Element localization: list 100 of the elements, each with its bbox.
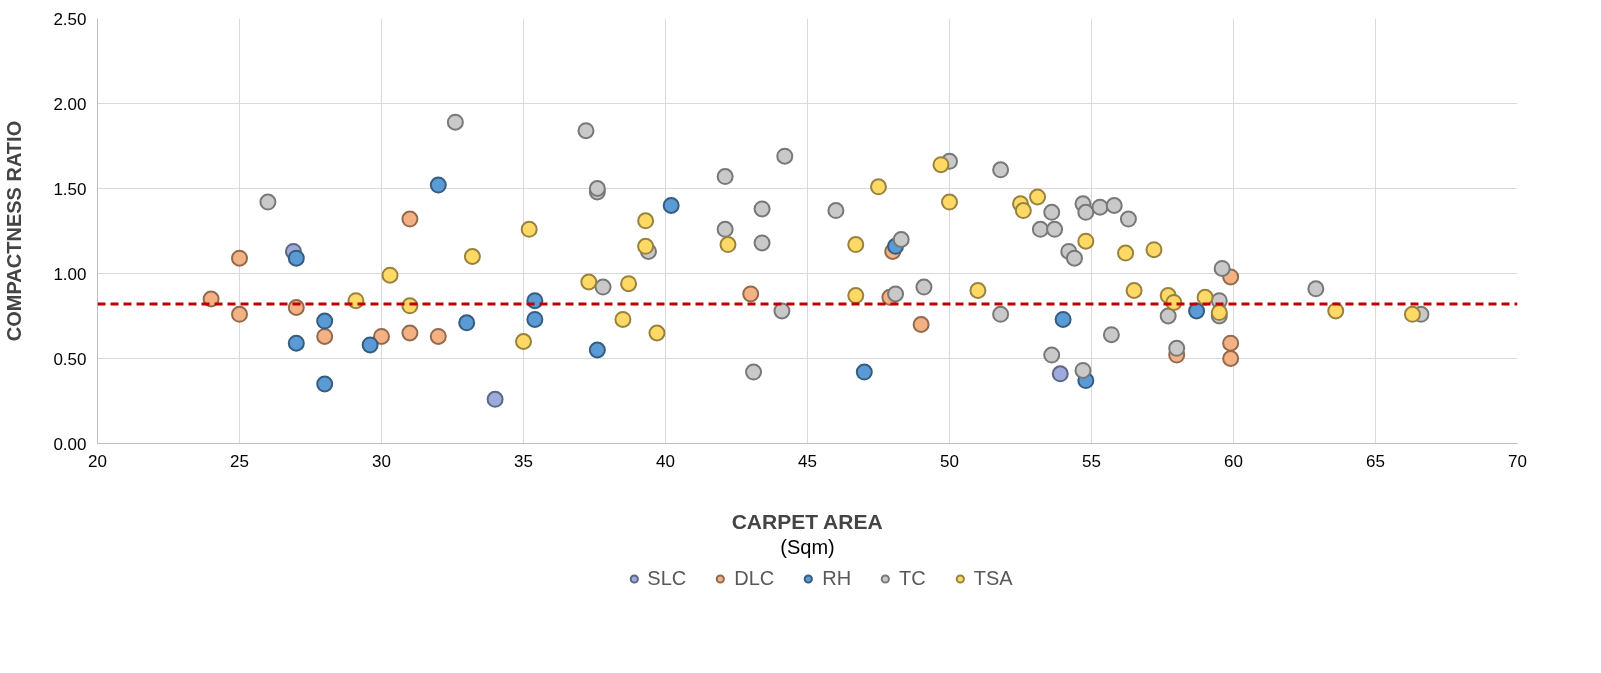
point [1403, 305, 1421, 323]
point [1105, 197, 1123, 214]
point [745, 363, 763, 381]
point [486, 390, 504, 408]
point [577, 122, 595, 140]
point [373, 327, 390, 345]
point [1065, 249, 1083, 267]
point [515, 333, 532, 350]
point [912, 316, 930, 333]
point [1222, 350, 1240, 367]
point [847, 236, 865, 254]
point [892, 231, 910, 248]
point [620, 275, 638, 293]
point [287, 334, 305, 352]
point [1188, 302, 1206, 320]
x-tick-label: 20 [88, 451, 107, 471]
y-tick-label: 1.00 [53, 264, 87, 284]
point [1029, 188, 1047, 206]
point [716, 168, 734, 186]
point [401, 210, 419, 228]
point [231, 305, 248, 323]
x-tick-label: 40 [656, 451, 675, 471]
point [520, 220, 538, 238]
point [316, 327, 334, 345]
point [1125, 282, 1143, 299]
point [932, 156, 950, 174]
point [648, 324, 666, 342]
point [1145, 241, 1163, 259]
point [1168, 339, 1186, 357]
point [1014, 202, 1032, 220]
point [753, 200, 771, 218]
x-tick-label: 70 [1508, 451, 1527, 471]
point [1074, 361, 1092, 379]
point [742, 285, 760, 303]
point [1307, 280, 1325, 298]
point [1046, 220, 1064, 238]
legend-label: RH [822, 566, 852, 590]
point [855, 363, 873, 381]
point [827, 202, 845, 220]
legend-label: TC [899, 566, 926, 590]
point [463, 248, 481, 265]
point [1031, 220, 1049, 238]
x-tick-label: 35 [514, 451, 533, 471]
point [401, 324, 419, 342]
point [1077, 203, 1095, 221]
point [887, 285, 905, 303]
point [316, 312, 334, 330]
x-tick-label: 55 [1082, 451, 1101, 471]
point [1077, 232, 1095, 250]
point [1213, 259, 1231, 277]
point [231, 249, 248, 267]
x-tick-label: 50 [940, 451, 959, 471]
point [1043, 346, 1061, 364]
point [446, 113, 464, 131]
y-tick-label: 0.00 [53, 434, 87, 454]
point [941, 193, 958, 211]
point [458, 314, 476, 332]
y-axis-title: COMPACTNESS RATIO [3, 120, 26, 342]
x-tick-label: 30 [372, 451, 391, 471]
point [915, 278, 933, 296]
point [526, 310, 544, 328]
point [1091, 198, 1109, 216]
point [381, 266, 399, 284]
x-tick-label: 65 [1366, 451, 1385, 471]
point [361, 336, 379, 354]
x-tick-label: 60 [1224, 451, 1243, 471]
point [1043, 203, 1061, 221]
point [1196, 288, 1214, 306]
point [716, 220, 734, 238]
point [614, 310, 632, 328]
y-tick-label: 2.50 [53, 9, 87, 29]
point [259, 193, 277, 211]
point [588, 180, 606, 197]
point [992, 161, 1010, 179]
legend-label: DLC [734, 566, 775, 590]
point [1119, 210, 1137, 228]
point [776, 147, 794, 165]
point [637, 212, 655, 230]
point [588, 341, 606, 359]
point [594, 278, 612, 296]
point [1222, 334, 1240, 352]
point [1051, 365, 1069, 383]
x-axis-title: CARPET AREA (Sqm) [731, 509, 883, 558]
x-tick-label: 45 [798, 451, 817, 471]
legend-label: TSA [973, 566, 1013, 590]
point [969, 282, 987, 299]
point [1117, 244, 1135, 262]
point [429, 176, 447, 194]
point [992, 305, 1010, 323]
y-tick-label: 1.50 [53, 179, 87, 199]
point [773, 302, 791, 320]
point [1159, 307, 1177, 325]
point [316, 375, 334, 393]
y-tick-label: 2.00 [53, 94, 87, 114]
point [637, 237, 655, 255]
point [287, 249, 305, 267]
y-tick-label: 0.50 [53, 349, 87, 369]
point [1054, 310, 1072, 328]
point [429, 327, 447, 345]
point [870, 178, 887, 196]
